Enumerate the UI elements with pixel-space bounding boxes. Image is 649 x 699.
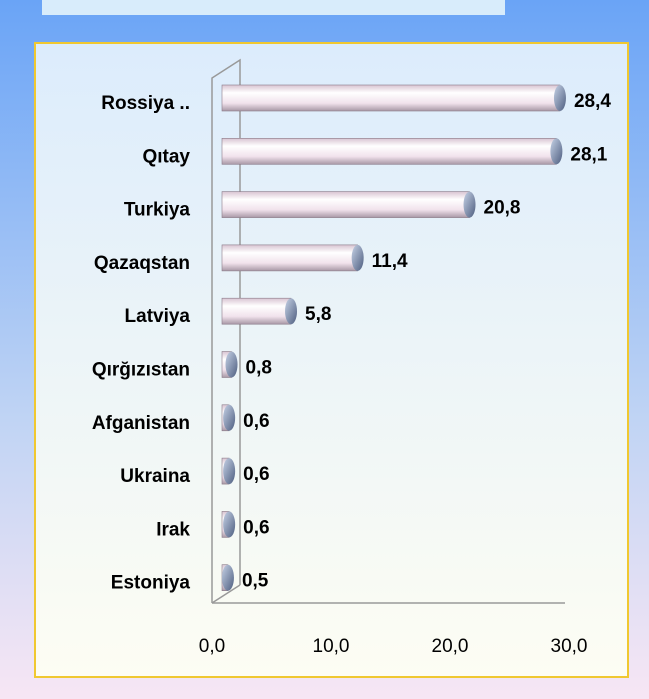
bar-cap	[225, 351, 238, 378]
value-label: 28,1	[570, 144, 607, 165]
value-label: 0,5	[242, 571, 269, 592]
bar-body	[221, 138, 557, 165]
bar-cap	[223, 511, 236, 538]
floor-depth	[211, 584, 241, 604]
category-label: Turkiya	[124, 200, 191, 221]
bar-cap	[351, 244, 364, 271]
category-label: Qıtay	[142, 146, 190, 167]
bar-body	[221, 297, 292, 325]
bar	[221, 138, 563, 165]
value-label: 0,6	[243, 411, 269, 432]
bar	[221, 457, 236, 485]
category-label: Rossiya ..	[101, 93, 190, 114]
bar-cap	[550, 138, 563, 165]
bar-cap	[221, 564, 234, 591]
bar	[221, 351, 238, 378]
bar	[221, 244, 364, 272]
x-tick-label: 0,0	[199, 636, 225, 657]
value-label: 5,8	[305, 304, 331, 325]
bar-cap	[223, 404, 236, 431]
bar	[221, 297, 298, 325]
bar-cap	[553, 85, 566, 111]
category-label: Latviya	[125, 306, 191, 327]
bar	[221, 511, 236, 538]
bar	[221, 191, 476, 218]
top-strip	[42, 0, 505, 15]
value-label: 28,4	[574, 91, 611, 112]
category-label: Ukraina	[120, 466, 190, 487]
category-label: Irak	[156, 519, 190, 540]
x-tick-label: 30,0	[551, 636, 588, 657]
value-label: 20,8	[484, 198, 521, 219]
bar-cap	[223, 458, 236, 485]
category-label: Afganistan	[92, 413, 190, 434]
value-label: 0,6	[243, 517, 269, 538]
x-tick-label: 10,0	[313, 636, 350, 657]
bar-cap	[463, 191, 476, 218]
bar	[221, 84, 566, 112]
value-label: 11,4	[372, 251, 408, 272]
bar-body	[221, 191, 470, 218]
bar	[221, 404, 236, 432]
category-label: Estoniya	[111, 573, 191, 594]
category-label: Qırğızıstan	[92, 360, 190, 381]
bar-cap	[285, 298, 298, 325]
value-label: 0,8	[246, 358, 272, 379]
category-label: Qazaqstan	[94, 253, 190, 274]
value-label: 0,6	[243, 464, 269, 485]
bar	[221, 564, 234, 592]
bar-body	[221, 84, 561, 112]
bar-body	[221, 244, 358, 272]
x-tick-label: 20,0	[432, 636, 469, 657]
